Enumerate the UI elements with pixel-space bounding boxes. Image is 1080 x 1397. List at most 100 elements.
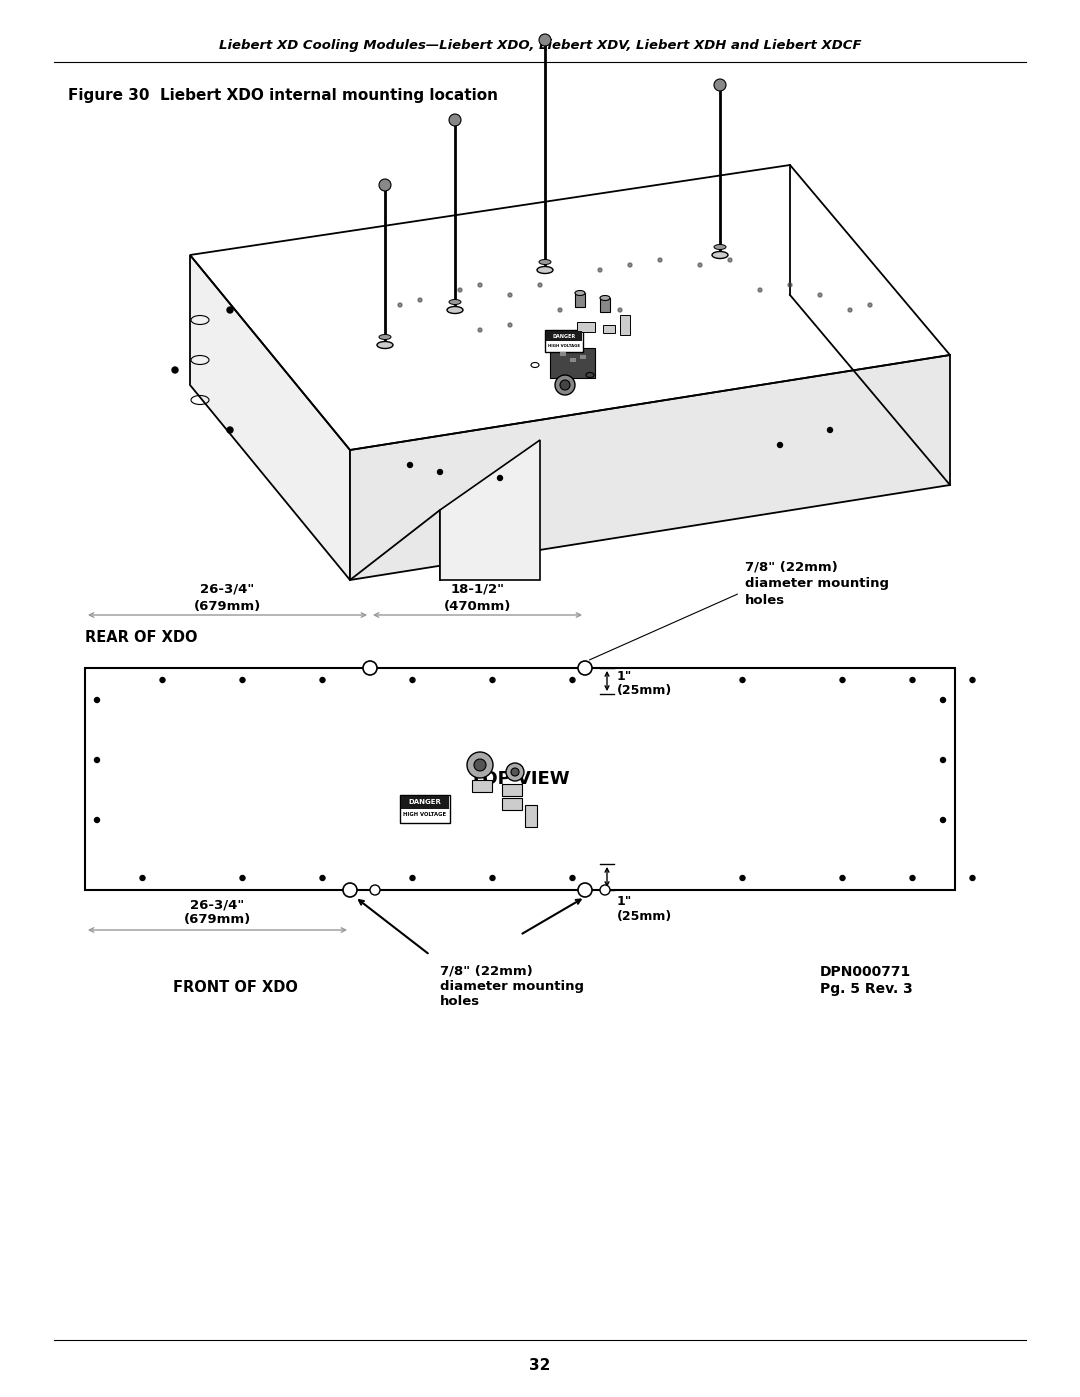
Bar (472, 780, 492, 792)
Bar (502, 798, 522, 810)
Bar (620, 314, 630, 335)
Bar (575, 293, 585, 307)
Ellipse shape (539, 260, 551, 264)
Circle shape (490, 876, 495, 880)
Text: REAR OF XDO: REAR OF XDO (85, 630, 198, 645)
Circle shape (714, 80, 726, 91)
Text: holes: holes (745, 594, 785, 608)
Ellipse shape (714, 244, 726, 250)
Bar (580, 355, 586, 359)
Circle shape (467, 752, 492, 778)
Circle shape (578, 883, 592, 897)
Circle shape (941, 697, 945, 703)
Circle shape (399, 303, 402, 307)
Text: (470mm): (470mm) (444, 599, 511, 613)
Circle shape (941, 817, 945, 823)
Circle shape (370, 886, 380, 895)
Circle shape (555, 374, 575, 395)
Circle shape (410, 678, 415, 683)
Circle shape (418, 298, 422, 302)
Circle shape (498, 475, 502, 481)
Bar (561, 352, 566, 356)
Circle shape (508, 293, 512, 298)
Circle shape (618, 307, 622, 312)
Circle shape (538, 284, 542, 286)
Circle shape (363, 661, 377, 675)
Text: (679mm): (679mm) (194, 599, 261, 613)
Circle shape (970, 876, 975, 880)
Circle shape (570, 678, 575, 683)
Bar (545, 330, 583, 352)
Circle shape (578, 303, 582, 307)
Circle shape (578, 661, 592, 675)
Text: DANGER: DANGER (408, 799, 442, 805)
Circle shape (458, 288, 462, 292)
Text: diameter mounting: diameter mounting (745, 577, 889, 590)
Text: Figure 30  Liebert XDO internal mounting location: Figure 30 Liebert XDO internal mounting … (68, 88, 498, 103)
Circle shape (474, 759, 486, 771)
Bar (85, 668, 955, 890)
Text: (25mm): (25mm) (617, 685, 672, 697)
Polygon shape (440, 440, 540, 580)
Circle shape (539, 34, 551, 46)
Circle shape (379, 179, 391, 191)
Bar (570, 358, 576, 362)
Circle shape (95, 697, 99, 703)
Text: Pg. 5 Rev. 3: Pg. 5 Rev. 3 (820, 982, 913, 996)
Text: 26-3/4": 26-3/4" (190, 900, 245, 912)
Text: (679mm): (679mm) (184, 914, 252, 926)
Circle shape (788, 284, 792, 286)
Circle shape (227, 307, 233, 313)
Bar (401, 796, 449, 809)
Circle shape (598, 268, 602, 272)
Circle shape (758, 288, 762, 292)
Ellipse shape (449, 299, 461, 305)
Text: Liebert XD Cooling Modules—Liebert XDO, Liebert XDV, Liebert XDH and Liebert XDC: Liebert XD Cooling Modules—Liebert XDO, … (219, 39, 861, 53)
Circle shape (240, 876, 245, 880)
Circle shape (868, 303, 872, 307)
Text: 32: 32 (529, 1358, 551, 1372)
Circle shape (140, 876, 145, 880)
Text: TOP VIEW: TOP VIEW (470, 770, 570, 788)
Circle shape (827, 427, 833, 433)
Text: 18-1/2": 18-1/2" (450, 583, 504, 595)
Text: DPN000771: DPN000771 (820, 965, 912, 979)
Circle shape (778, 443, 783, 447)
Circle shape (848, 307, 852, 312)
Text: (25mm): (25mm) (617, 909, 672, 923)
Circle shape (840, 678, 845, 683)
Circle shape (511, 768, 519, 775)
Text: FRONT OF XDO: FRONT OF XDO (173, 981, 297, 995)
Ellipse shape (600, 296, 610, 300)
Circle shape (740, 678, 745, 683)
Circle shape (320, 678, 325, 683)
Bar (525, 805, 537, 827)
Circle shape (507, 763, 524, 781)
Bar (550, 348, 595, 379)
Polygon shape (190, 256, 350, 580)
Circle shape (558, 307, 562, 312)
Circle shape (240, 678, 245, 683)
Circle shape (627, 263, 632, 267)
Text: 7/8" (22mm): 7/8" (22mm) (745, 560, 838, 573)
Circle shape (658, 258, 662, 263)
Bar (400, 795, 450, 823)
Ellipse shape (377, 341, 393, 348)
Circle shape (910, 678, 915, 683)
Bar (577, 321, 595, 332)
Bar (502, 784, 522, 796)
Circle shape (160, 678, 165, 683)
Text: 7/8" (22mm): 7/8" (22mm) (440, 965, 532, 978)
Ellipse shape (379, 334, 391, 339)
Circle shape (840, 876, 845, 880)
Circle shape (320, 876, 325, 880)
Circle shape (449, 115, 461, 126)
Ellipse shape (537, 267, 553, 274)
Circle shape (172, 367, 178, 373)
Circle shape (95, 817, 99, 823)
Circle shape (600, 886, 610, 895)
Circle shape (437, 469, 443, 475)
Ellipse shape (447, 306, 463, 313)
Text: DANGER: DANGER (553, 334, 576, 338)
Text: 26-3/4": 26-3/4" (201, 583, 255, 595)
